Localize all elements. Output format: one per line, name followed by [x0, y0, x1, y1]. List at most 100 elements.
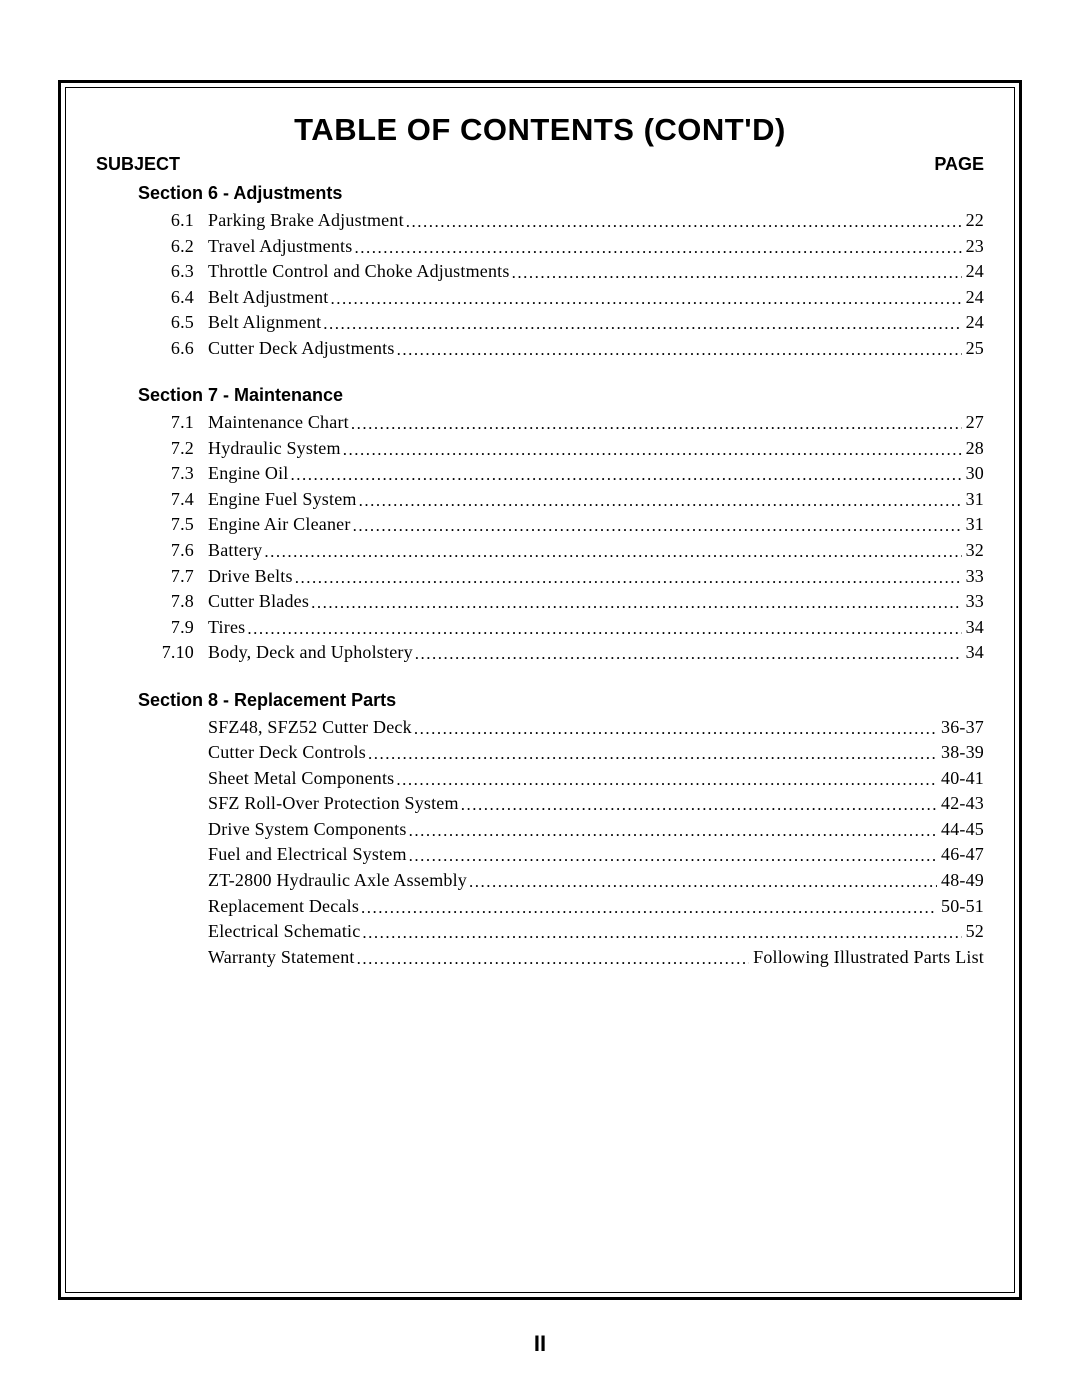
toc-entry-page: 24 — [962, 285, 984, 311]
toc-entry-page: Following Illustrated Parts List — [749, 945, 984, 971]
toc-entry: Drive System Components.................… — [96, 817, 984, 843]
toc-entry: Fuel and Electrical System..............… — [96, 842, 984, 868]
toc-dot-leader: ........................................… — [467, 870, 937, 894]
toc-dot-leader: ........................................… — [459, 793, 937, 817]
toc-header-row: SUBJECT PAGE — [96, 154, 984, 175]
toc-entry: 6.4Belt Adjustment......................… — [96, 285, 984, 311]
toc-entry-page: 23 — [962, 234, 984, 260]
toc-entry: 7.1Maintenance Chart....................… — [96, 410, 984, 436]
toc-entry-title: Electrical Schematic — [208, 919, 360, 945]
toc-entry-title: Parking Brake Adjustment — [208, 208, 404, 234]
toc-entry-page: 33 — [962, 564, 984, 590]
toc-entry-number: 7.3 — [158, 461, 208, 487]
toc-entry: Warranty Statement......................… — [96, 945, 984, 971]
toc-entry-number: 6.6 — [158, 336, 208, 362]
toc-entry-title: Travel Adjustments — [208, 234, 352, 260]
toc-entry-page: 28 — [962, 436, 984, 462]
toc-entry-title: Throttle Control and Choke Adjustments — [208, 259, 510, 285]
toc-entry-page: 24 — [962, 259, 984, 285]
toc-entry-number: 7.8 — [158, 589, 208, 615]
toc-section: Section 8 - Replacement Parts SFZ48, SFZ5… — [96, 690, 984, 970]
toc-entry: 7.10Body, Deck and Upholstery...........… — [96, 640, 984, 666]
toc-dot-leader: ........................................… — [394, 768, 937, 792]
toc-entry-page: 50-51 — [937, 894, 984, 920]
toc-dot-leader: ........................................… — [407, 844, 937, 868]
toc-entry-number: 6.2 — [158, 234, 208, 260]
toc-entry: 7.5Engine Air Cleaner...................… — [96, 512, 984, 538]
toc-dot-leader: ........................................… — [245, 617, 961, 641]
toc-entry-page: 32 — [962, 538, 984, 564]
toc-entry-page: 44-45 — [937, 817, 984, 843]
toc-entry: Cutter Deck Controls....................… — [96, 740, 984, 766]
toc-dot-leader: ........................................… — [359, 896, 937, 920]
toc-entry-title: Drive Belts — [208, 564, 293, 590]
toc-entry-number: 7.7 — [158, 564, 208, 590]
toc-entry-title: Tires — [208, 615, 245, 641]
toc-entry-number: 7.2 — [158, 436, 208, 462]
toc-section-title: Section 7 - Maintenance — [138, 385, 984, 406]
toc-section-title: Section 8 - Replacement Parts — [138, 690, 984, 711]
toc-entry-title: Warranty Statement — [208, 945, 355, 971]
toc-section: Section 6 - Adjustments 6.1Parking Brake … — [96, 183, 984, 361]
toc-entry-page: 34 — [962, 615, 984, 641]
toc-dot-leader: ........................................… — [309, 591, 962, 615]
toc-entry: ZT-2800 Hydraulic Axle Assembly.........… — [96, 868, 984, 894]
toc-entry: 7.2Hydraulic System.....................… — [96, 436, 984, 462]
toc-entry-page: 48-49 — [937, 868, 984, 894]
toc-entry-number: 6.3 — [158, 259, 208, 285]
toc-entry-page: 25 — [962, 336, 984, 362]
toc-entry: 6.1Parking Brake Adjustment.............… — [96, 208, 984, 234]
toc-entry-page: 33 — [962, 589, 984, 615]
toc-entry-page: 31 — [962, 487, 984, 513]
toc-dot-leader: ........................................… — [341, 438, 962, 462]
page-number: II — [0, 1331, 1080, 1357]
toc-entry-title: SFZ Roll-Over Protection System — [208, 791, 459, 817]
toc-title: TABLE OF CONTENTS (CONT'D) — [96, 112, 984, 148]
toc-section-title: Section 6 - Adjustments — [138, 183, 984, 204]
toc-entry-page: 34 — [962, 640, 984, 666]
toc-entry-page: 24 — [962, 310, 984, 336]
toc-entry-page: 31 — [962, 512, 984, 538]
toc-entry-title: Cutter Blades — [208, 589, 309, 615]
toc-entry-page: 46-47 — [937, 842, 984, 868]
toc-entry-title: Fuel and Electrical System — [208, 842, 407, 868]
toc-dot-leader: ........................................… — [360, 921, 961, 945]
toc-entry-title: Hydraulic System — [208, 436, 341, 462]
toc-entry-page: 52 — [962, 919, 984, 945]
toc-entry-title: Belt Adjustment — [208, 285, 329, 311]
toc-dot-leader: ........................................… — [262, 540, 961, 564]
toc-dot-leader: ........................................… — [351, 514, 962, 538]
toc-entry-title: Belt Alignment — [208, 310, 321, 336]
toc-dot-leader: ........................................… — [289, 463, 962, 487]
toc-dot-leader: ........................................… — [407, 819, 937, 843]
toc-dot-leader: ........................................… — [352, 236, 961, 260]
toc-entry-title: Engine Fuel System — [208, 487, 357, 513]
toc-entry-number: 7.1 — [158, 410, 208, 436]
toc-dot-leader: ........................................… — [412, 717, 937, 741]
toc-dot-leader: ........................................… — [349, 412, 962, 436]
toc-entry: SFZ48, SFZ52 Cutter Deck................… — [96, 715, 984, 741]
toc-entry: 7.6Battery..............................… — [96, 538, 984, 564]
toc-entry-page: 22 — [962, 208, 984, 234]
toc-section: Section 7 - Maintenance 7.1Maintenance Ch… — [96, 385, 984, 665]
toc-entry: 6.2Travel Adjustments...................… — [96, 234, 984, 260]
toc-entry: 7.8Cutter Blades........................… — [96, 589, 984, 615]
toc-dot-leader: ........................................… — [321, 312, 961, 336]
toc-entry-page: 36-37 — [937, 715, 984, 741]
toc-entry-title: Replacement Decals — [208, 894, 359, 920]
toc-entry: 7.7Drive Belts..........................… — [96, 564, 984, 590]
toc-entry-page: 30 — [962, 461, 984, 487]
toc-entry-page: 40-41 — [937, 766, 984, 792]
toc-entry-number: 7.9 — [158, 615, 208, 641]
toc-entry: 6.5Belt Alignment.......................… — [96, 310, 984, 336]
toc-entry-number: 7.6 — [158, 538, 208, 564]
toc-entry: 6.6Cutter Deck Adjustments..............… — [96, 336, 984, 362]
toc-entry: Sheet Metal Components..................… — [96, 766, 984, 792]
toc-entry-title: Battery — [208, 538, 262, 564]
toc-entry-number: 7.5 — [158, 512, 208, 538]
toc-entry-number: 7.4 — [158, 487, 208, 513]
toc-entry-page: 42-43 — [937, 791, 984, 817]
toc-dot-leader: ........................................… — [395, 338, 962, 362]
toc-entry-page: 27 — [962, 410, 984, 436]
toc-entry-title: ZT-2800 Hydraulic Axle Assembly — [208, 868, 467, 894]
